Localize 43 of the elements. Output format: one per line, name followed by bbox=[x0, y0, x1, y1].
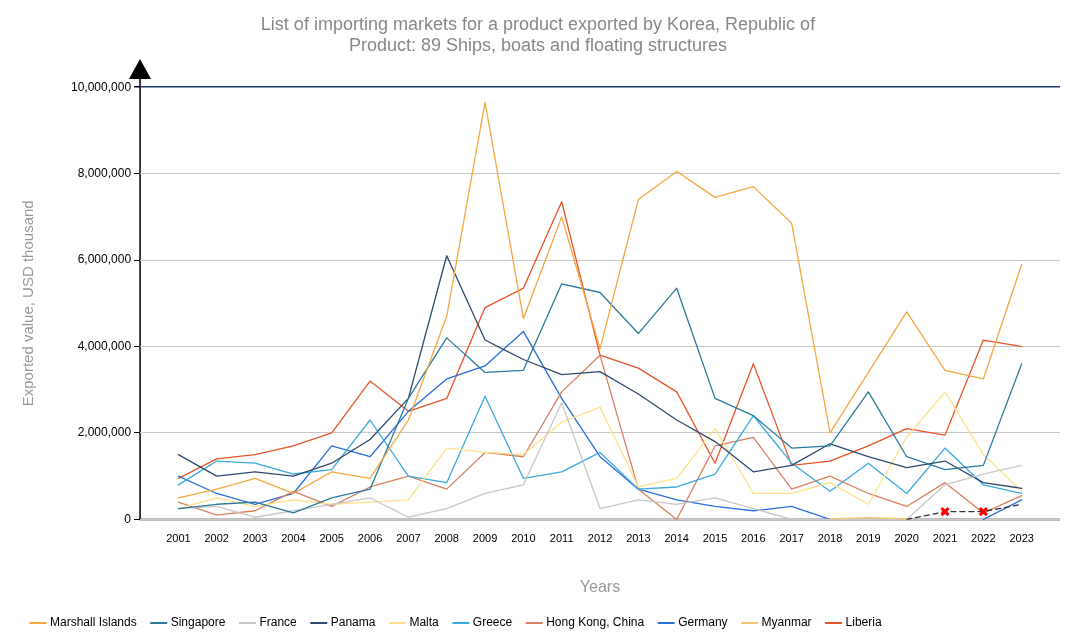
legend-label: Panama bbox=[330, 615, 376, 630]
x-tick-label: 2014 bbox=[664, 531, 689, 544]
x-tick-label: 2017 bbox=[779, 531, 804, 544]
y-tick-label: 6,000,000 bbox=[77, 252, 132, 267]
y-tick-label: 0 bbox=[124, 511, 132, 526]
x-tick-label: 2019 bbox=[856, 531, 881, 544]
legend-label: Hong Kong, China bbox=[546, 615, 645, 630]
legend-label: Singapore bbox=[170, 615, 226, 630]
x-tick-label: 2012 bbox=[587, 531, 613, 544]
x-tick-label: 2013 bbox=[626, 531, 651, 544]
x-tick-label: 2009 bbox=[472, 531, 498, 544]
x-tick-label: 2023 bbox=[1009, 531, 1034, 544]
chart-title: List of importing markets for a product exported by Korea, Republic of bbox=[260, 13, 817, 34]
x-tick-label: 2022 bbox=[971, 531, 996, 544]
y-tick-label: 8,000,000 bbox=[77, 165, 132, 180]
x-tick-label: 2020 bbox=[894, 531, 919, 544]
x-tick-label: 2016 bbox=[741, 531, 766, 544]
x-tick-label: 2002 bbox=[204, 531, 229, 544]
x-tick-label: 2005 bbox=[319, 531, 344, 544]
legend-label: Marshall Islands bbox=[50, 615, 137, 630]
x-tick-label: 2007 bbox=[396, 531, 421, 544]
x-tick-label: 2010 bbox=[511, 531, 536, 544]
y-tick-label: 2,000,000 bbox=[77, 425, 132, 440]
chart-subtitle: Product: 89 Ships, boats and floating structures bbox=[348, 35, 728, 56]
x-tick-label: 2011 bbox=[549, 531, 574, 544]
x-axis-title: Years bbox=[579, 577, 621, 595]
legend-label: Germany bbox=[678, 615, 728, 630]
legend-label: Liberia bbox=[845, 615, 882, 630]
x-tick-label: 2004 bbox=[281, 531, 306, 544]
x-tick-label: 2015 bbox=[702, 531, 728, 544]
legend-label: France bbox=[259, 615, 298, 630]
y-tick-label: 10,000,000 bbox=[71, 79, 132, 94]
x-tick-label: 2008 bbox=[434, 531, 459, 544]
x-tick-label: 2021 bbox=[932, 531, 958, 544]
legend-label: Greece bbox=[472, 615, 513, 630]
legend-label: Malta bbox=[409, 615, 440, 630]
legend-label: Myanmar bbox=[761, 615, 812, 630]
x-tick-label: 2018 bbox=[817, 531, 843, 544]
x-tick-label: 2006 bbox=[357, 531, 383, 544]
x-tick-label: 2001 bbox=[166, 531, 191, 544]
x-tick-label: 2003 bbox=[242, 531, 268, 544]
y-axis-title: Exported value, USD thousand bbox=[19, 200, 37, 407]
y-tick-label: 4,000,000 bbox=[77, 338, 132, 353]
